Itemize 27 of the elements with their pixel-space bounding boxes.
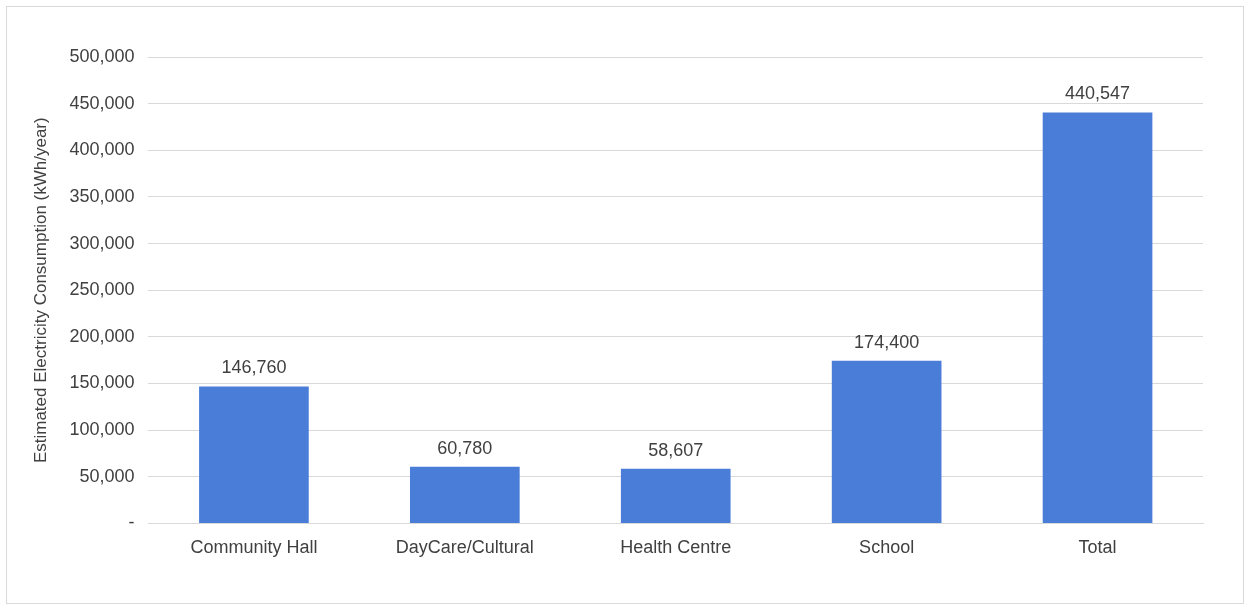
y-tick-label: 300,000 (69, 232, 135, 253)
x-tick-label: School (859, 537, 915, 558)
y-tick-label: 500,000 (69, 45, 135, 66)
y-tick-label: 100,000 (69, 419, 135, 440)
y-tick-label: 350,000 (69, 185, 135, 206)
x-tick-label: Total (1078, 537, 1117, 558)
bar (1042, 112, 1153, 523)
bar (831, 360, 942, 523)
data-label: 146,760 (221, 357, 287, 378)
y-tick-label: 400,000 (69, 139, 135, 160)
y-tick-label: 200,000 (69, 325, 135, 346)
y-tick-label: - (128, 512, 135, 533)
bar (199, 386, 309, 523)
x-tick-label: Community Hall (190, 537, 318, 558)
bar (620, 468, 731, 523)
bar (409, 466, 520, 523)
data-label: 60,780 (437, 437, 493, 458)
y-tick-label: 450,000 (69, 92, 135, 113)
y-tick-label: 50,000 (79, 465, 135, 486)
y-tick-label: 150,000 (69, 372, 135, 393)
x-tick-label: DayCare/Cultural (395, 537, 534, 558)
y-axis-title: Estimated Electricity Consumption (kWh/year) (30, 117, 50, 464)
x-tick-label: Health Centre (620, 537, 732, 558)
data-label: 174,400 (854, 331, 920, 352)
data-label: 58,607 (648, 439, 704, 460)
data-label: 440,547 (1065, 83, 1131, 104)
y-tick-label: 250,000 (69, 279, 135, 300)
